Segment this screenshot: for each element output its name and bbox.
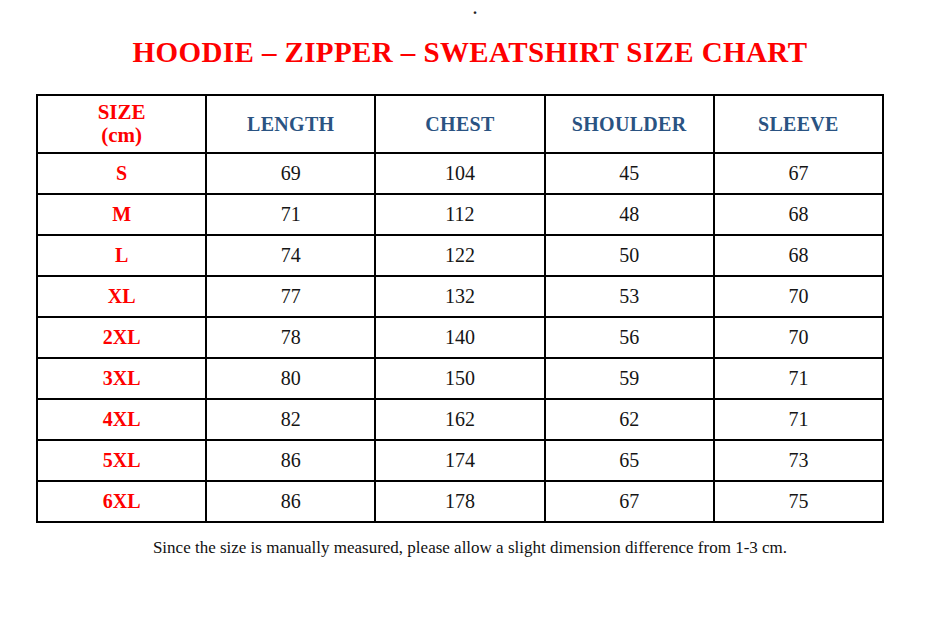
table-row: 4XL821626271: [37, 399, 883, 440]
table-row: 2XL781405670: [37, 317, 883, 358]
size-cell: 3XL: [37, 358, 206, 399]
table-header: SIZE (cm) LENGTH CHEST SHOULDER SLEEVE: [37, 95, 883, 153]
header-chest: CHEST: [375, 95, 544, 153]
footer-note: Since the size is manually measured, ple…: [0, 538, 940, 558]
size-cell: XL: [37, 276, 206, 317]
shoulder-cell: 62: [545, 399, 714, 440]
sleeve-cell: 68: [714, 235, 883, 276]
size-cell: 2XL: [37, 317, 206, 358]
size-cell: 4XL: [37, 399, 206, 440]
chest-cell: 178: [375, 481, 544, 522]
sleeve-cell: 68: [714, 194, 883, 235]
table-row: 3XL801505971: [37, 358, 883, 399]
sleeve-cell: 73: [714, 440, 883, 481]
header-size-cm: SIZE (cm): [37, 95, 206, 153]
chest-cell: 150: [375, 358, 544, 399]
header-row: SIZE (cm) LENGTH CHEST SHOULDER SLEEVE: [37, 95, 883, 153]
length-cell: 77: [206, 276, 375, 317]
shoulder-cell: 48: [545, 194, 714, 235]
size-cell: 6XL: [37, 481, 206, 522]
length-cell: 80: [206, 358, 375, 399]
shoulder-cell: 59: [545, 358, 714, 399]
page-title: HOODIE – ZIPPER – SWEATSHIRT SIZE CHART: [0, 36, 940, 69]
size-cell: M: [37, 194, 206, 235]
header-shoulder: SHOULDER: [545, 95, 714, 153]
shoulder-cell: 53: [545, 276, 714, 317]
length-cell: 78: [206, 317, 375, 358]
shoulder-cell: 50: [545, 235, 714, 276]
header-size-line1: SIZE: [38, 101, 205, 124]
header-length: LENGTH: [206, 95, 375, 153]
header-size-line2: (cm): [38, 124, 205, 147]
shoulder-cell: 45: [545, 153, 714, 194]
table-row: 5XL861746573: [37, 440, 883, 481]
length-cell: 86: [206, 440, 375, 481]
chest-cell: 132: [375, 276, 544, 317]
chest-cell: 140: [375, 317, 544, 358]
length-cell: 69: [206, 153, 375, 194]
chest-cell: 162: [375, 399, 544, 440]
sleeve-cell: 71: [714, 399, 883, 440]
stray-period-mark: .: [473, 1, 477, 17]
size-chart-page: . HOODIE – ZIPPER – SWEATSHIRT SIZE CHAR…: [0, 0, 940, 623]
shoulder-cell: 65: [545, 440, 714, 481]
size-chart-table: SIZE (cm) LENGTH CHEST SHOULDER SLEEVE S…: [36, 94, 884, 523]
table-row: XL771325370: [37, 276, 883, 317]
chest-cell: 174: [375, 440, 544, 481]
shoulder-cell: 56: [545, 317, 714, 358]
table-row: 6XL861786775: [37, 481, 883, 522]
chest-cell: 122: [375, 235, 544, 276]
table-row: M711124868: [37, 194, 883, 235]
shoulder-cell: 67: [545, 481, 714, 522]
length-cell: 74: [206, 235, 375, 276]
sleeve-cell: 67: [714, 153, 883, 194]
chest-cell: 112: [375, 194, 544, 235]
sleeve-cell: 71: [714, 358, 883, 399]
chest-cell: 104: [375, 153, 544, 194]
table-row: S691044567: [37, 153, 883, 194]
length-cell: 86: [206, 481, 375, 522]
header-sleeve: SLEEVE: [714, 95, 883, 153]
size-table-body: S691044567M711124868L741225068XL77132537…: [37, 153, 883, 522]
length-cell: 82: [206, 399, 375, 440]
table-row: L741225068: [37, 235, 883, 276]
sleeve-cell: 70: [714, 317, 883, 358]
size-cell: L: [37, 235, 206, 276]
length-cell: 71: [206, 194, 375, 235]
size-cell: 5XL: [37, 440, 206, 481]
sleeve-cell: 75: [714, 481, 883, 522]
sleeve-cell: 70: [714, 276, 883, 317]
size-cell: S: [37, 153, 206, 194]
